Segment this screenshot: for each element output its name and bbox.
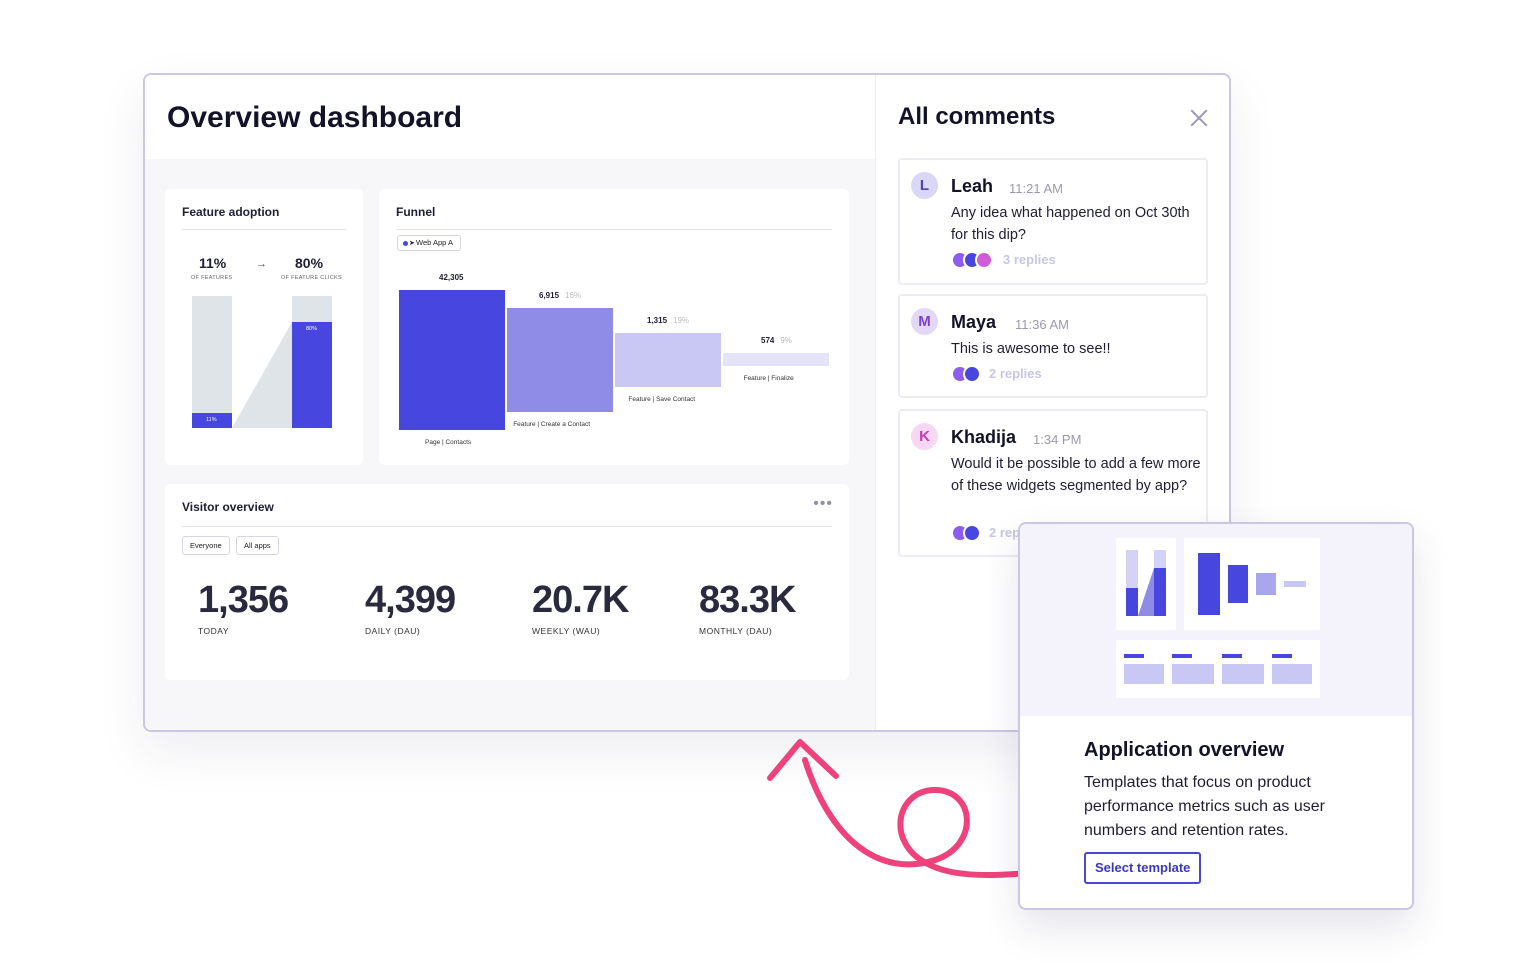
chip-all-apps[interactable]: All apps (236, 536, 279, 555)
funnel-bar[interactable] (507, 308, 613, 412)
template-preview (1020, 524, 1412, 716)
metric-dau: 4,399 DAILY (DAU) (365, 579, 456, 636)
metric-today: 1,356 TODAY (198, 579, 289, 636)
funnel-app-filter-label: Web App A (416, 238, 453, 247)
feature-clicks-bar: 80% (292, 296, 332, 428)
comment-time: 1:34 PM (1033, 432, 1082, 447)
features-bar-label: 11% (206, 417, 217, 423)
reply-avatar (963, 365, 981, 383)
comment-text: Would it be possible to add a few more o… (951, 456, 1201, 494)
select-template-button[interactable]: Select template (1084, 852, 1202, 884)
feature-adoption-card[interactable]: Feature adoption 11% OF FEATURES → 80% O… (165, 189, 363, 465)
funnel-bar[interactable] (723, 353, 829, 366)
comment-time: 11:21 AM (1009, 181, 1063, 196)
preview-metrics-widget (1116, 640, 1320, 698)
funnel-step-value: 6,915 16% (539, 291, 582, 300)
comment-author: Leah (951, 176, 994, 196)
avatar: K (911, 423, 938, 450)
reply-avatar (975, 251, 993, 269)
page-title: Overview dashboard (167, 101, 463, 134)
card-title: Feature adoption (182, 205, 280, 219)
comment-card[interactable]: M Maya 11:36 AM This is awesome to see!!… (898, 294, 1208, 398)
metric-label: TODAY (198, 626, 229, 636)
avatar: M (911, 308, 938, 335)
comment-author: Khadija (951, 427, 1017, 447)
metric-value: 20.7K (532, 579, 629, 621)
divider (182, 526, 832, 527)
feature-clicks-bar-fill: 80% (292, 322, 332, 428)
feature-clicks-sublabel: OF FEATURE CLICKS (281, 275, 342, 281)
dot-icon (403, 241, 408, 246)
funnel-card[interactable]: Funnel ➤ Web App A 42,305 Page | Contacts… (379, 189, 849, 465)
metric-value: 83.3K (699, 579, 796, 621)
chip-everyone[interactable]: Everyone (182, 536, 230, 555)
features-sublabel: OF FEATURES (191, 275, 233, 281)
feature-clicks-percent: 80% (295, 255, 324, 271)
template-card[interactable]: Application overview Templates that focu… (1018, 522, 1414, 910)
comment-author: Maya (951, 312, 997, 332)
close-icon[interactable] (1186, 105, 1212, 131)
comment-card[interactable]: L Leah 11:21 AM Any idea what happened o… (898, 158, 1208, 285)
funnel-step-label: Feature | Create a Contact (513, 421, 591, 428)
preview-funnel-widget (1184, 538, 1320, 630)
dashboard-window: Overview dashboard Feature adoption 11% … (143, 73, 1231, 732)
card-title: Funnel (396, 205, 436, 219)
divider (182, 229, 346, 230)
card-title: Visitor overview (182, 500, 274, 514)
template-title: Application overview (1084, 739, 1285, 761)
adoption-connector (232, 322, 292, 428)
cursor-icon: ➤ (409, 240, 415, 247)
funnel-step-label: Page | Contacts (425, 439, 472, 446)
features-bar: 11% (192, 296, 232, 428)
visitor-overview-card[interactable]: Visitor overview ••• Everyone All apps 1… (165, 484, 849, 680)
reply-avatar (963, 524, 981, 542)
avatar: L (911, 172, 938, 199)
funnel-step-value: 574 9% (761, 336, 792, 345)
features-bar-fill: 11% (192, 413, 232, 428)
funnel-step-value: 42,305 (439, 273, 464, 282)
template-description: Templates that focus on product performa… (1084, 774, 1325, 839)
metric-label: DAILY (DAU) (365, 626, 421, 636)
funnel-step-label: Feature | Finalize (743, 375, 794, 382)
preview-adoption-widget (1116, 538, 1176, 630)
metric-mau: 83.3K MONTHLY (DAU) (699, 579, 796, 636)
metric-wau: 20.7K WEEKLY (WAU) (532, 579, 629, 636)
more-options-icon[interactable]: ••• (813, 495, 833, 512)
funnel-bar[interactable] (399, 290, 505, 430)
metric-label: MONTHLY (DAU) (699, 626, 773, 636)
funnel-app-filter[interactable]: ➤ Web App A (397, 235, 461, 251)
metric-value: 1,356 (198, 579, 289, 621)
dashboard-header: Overview dashboard (145, 75, 875, 159)
metric-value: 4,399 (365, 579, 456, 621)
divider (396, 229, 832, 230)
funnel-step-value: 1,315 19% (647, 316, 690, 325)
arrow-right-icon: → (256, 258, 267, 270)
comments-title: All comments (898, 103, 1056, 130)
comment-text: This is awesome to see!! (951, 341, 1111, 357)
comment-text: Any idea what happened on Oct 30th for t… (951, 205, 1190, 243)
funnel-step-label: Feature | Save Contact (628, 396, 696, 403)
comment-time: 11:36 AM (1015, 317, 1069, 332)
dashboard-area: Overview dashboard Feature adoption 11% … (145, 75, 875, 730)
replies-count: 3 replies (1003, 252, 1056, 267)
features-percent: 11% (199, 255, 227, 271)
replies-count: 2 replies (989, 366, 1042, 381)
feature-clicks-bar-label: 80% (306, 326, 318, 332)
metric-label: WEEKLY (WAU) (532, 626, 601, 636)
funnel-bar[interactable] (615, 333, 721, 387)
